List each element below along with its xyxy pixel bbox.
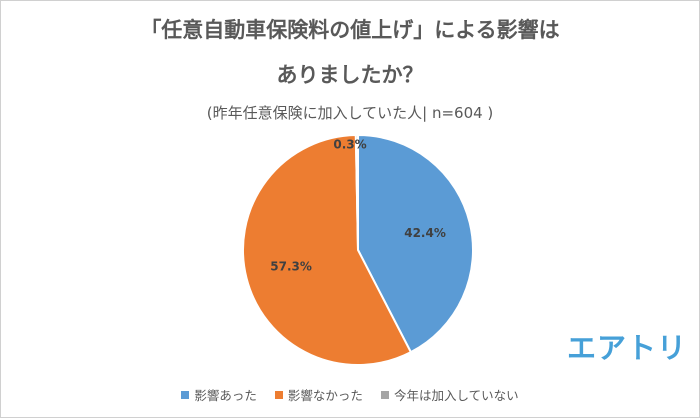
legend-item-affected: 影響あった (181, 385, 257, 404)
data-label-not-enrolled: 0.3% (333, 138, 366, 152)
legend-label-affected: 影響あった (194, 388, 257, 403)
legend-label-not-enrolled: 今年は加入していない (393, 388, 519, 403)
legend-swatch-affected (181, 390, 190, 399)
legend-swatch-not-enrolled (380, 390, 389, 399)
chart-title-line2: ありましたか？ (276, 63, 424, 87)
legend-swatch-not-affected (274, 390, 283, 399)
legend-item-not-enrolled: 今年は加入していない (380, 385, 519, 404)
data-label-not-affected: 57.3% (270, 259, 312, 273)
pie-slice-not-enrolled (354, 133, 359, 251)
legend-label-not-affected: 影響なかった (287, 388, 363, 403)
pie-slice-affected (357, 133, 474, 354)
brand-logo: エアトリ (567, 331, 688, 365)
chart-title-line1: 「任意自動車保険料の値上げ」による影響は (140, 18, 560, 42)
legend-item-not-affected: 影響なかった (274, 385, 363, 404)
pie-slice-not-affected (242, 133, 413, 366)
chart-legend: 影響あった 影響なかった 今年は加入していない (0, 385, 700, 404)
data-label-affected: 42.4% (404, 226, 446, 240)
chart-subtitle: (昨年任意保険に加入していた人| n=604 ) (206, 104, 494, 122)
